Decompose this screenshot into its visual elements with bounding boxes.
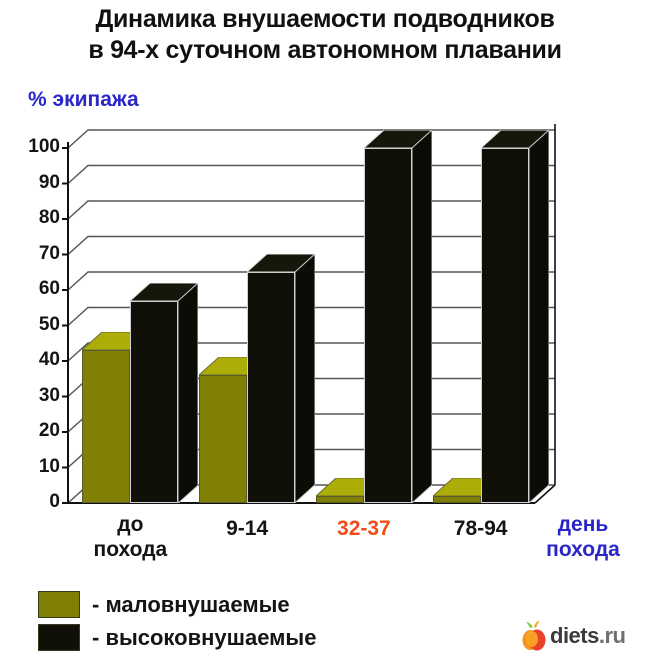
- y-tick-label-100: 100: [28, 136, 60, 157]
- bar-front-face: [82, 350, 131, 503]
- chart-title-line-1: Динамика внушаемости подводников: [95, 5, 555, 33]
- legend-item-low: - маловнушаемые: [38, 588, 458, 621]
- watermark-name: diets: [550, 623, 599, 648]
- bar-side-face: [411, 128, 433, 505]
- y-tick-label-90: 90: [38, 171, 60, 193]
- y-tick-label-50: 50: [38, 313, 60, 335]
- bar-side-face: [177, 281, 199, 505]
- y-tick-label-60: 60: [38, 278, 60, 299]
- bar-front-face: [247, 272, 296, 503]
- bar-low-2: [314, 476, 386, 505]
- y-tick-label-70: 70: [38, 242, 60, 264]
- bar-front-face: [199, 375, 248, 503]
- bar-high-3: [479, 128, 550, 505]
- bar-high-1: [245, 253, 317, 505]
- site-watermark: diets.ru: [520, 620, 626, 652]
- bar-front-face: [363, 148, 412, 503]
- legend-swatch-low: [38, 591, 80, 618]
- bar-side-face: [294, 253, 316, 505]
- chart-legend: - маловнушаемые - высоковнушаемые: [38, 588, 458, 654]
- bar-front-face: [315, 495, 364, 503]
- y-tick-label-0: 0: [49, 491, 60, 512]
- bar-front-face: [130, 300, 179, 503]
- bar-chart-plot: [0, 118, 650, 518]
- bar-low-0: [81, 331, 152, 505]
- y-tick-label-80: 80: [38, 207, 60, 228]
- y-tick-label-20: 20: [38, 420, 60, 441]
- bar-low-3: [431, 476, 502, 505]
- x-category-label-3: 78-94: [453, 517, 508, 540]
- legend-label-low: - маловнушаемые: [92, 591, 290, 617]
- floor-right-edge: [534, 484, 556, 504]
- x-axis-title: день похода: [546, 513, 620, 561]
- x-category-label-0: до похода: [93, 513, 168, 561]
- bar-front-face: [480, 148, 529, 503]
- y-axis-title: % экипажа: [28, 88, 139, 111]
- bar-low-1: [197, 356, 269, 505]
- chart-title-line-2: в 94-х суточном автономном плавании: [88, 36, 562, 64]
- bar-high-2: [362, 128, 434, 505]
- legend-item-high: - высоковнушаемые: [38, 621, 458, 654]
- x-category-label-1: 9-14: [226, 517, 269, 540]
- peach-icon: [522, 621, 546, 651]
- watermark-tld: .ru: [598, 623, 626, 648]
- bar-high-0: [129, 281, 200, 505]
- bar-front-face: [432, 495, 481, 503]
- watermark-text: diets.ru: [550, 623, 626, 649]
- y-tick-label-40: 40: [38, 349, 60, 370]
- y-tick-label-30: 30: [38, 384, 60, 406]
- legend-label-high: - высоковнушаемые: [92, 624, 317, 650]
- y-tick-label-10: 10: [38, 455, 60, 477]
- bar-side-face: [528, 128, 550, 505]
- chart-canvas: [62, 124, 556, 504]
- x-category-label-2: 32-37: [337, 517, 391, 540]
- legend-swatch-high: [38, 624, 80, 651]
- chart-title: Динамика внушаемости подводников в 94-х …: [0, 4, 650, 66]
